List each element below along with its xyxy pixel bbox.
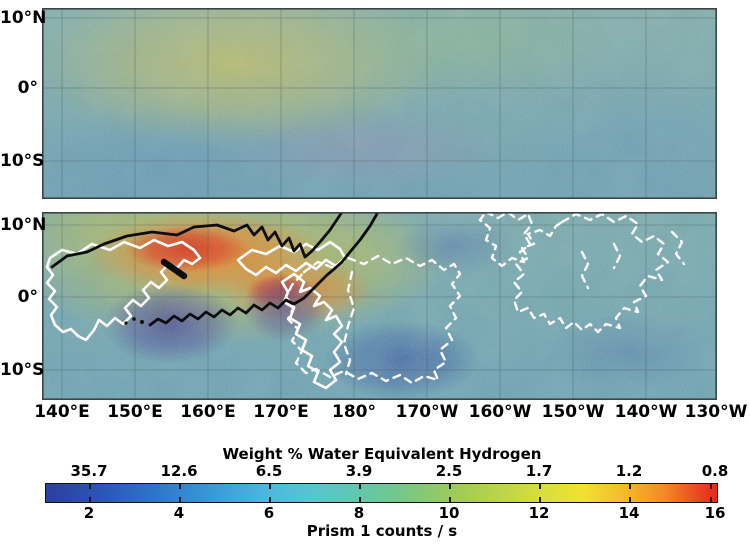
colorbar-title: Weight % Water Equivalent Hydrogen xyxy=(222,445,542,463)
lower-map-panel xyxy=(42,212,717,400)
lon-tick-label: 170°W xyxy=(395,402,459,422)
colorbar-tick xyxy=(449,497,451,502)
upper-map-canvas xyxy=(42,8,717,199)
lat-tick-label: 10°N xyxy=(0,8,47,28)
counts-tick-label: 4 xyxy=(173,504,185,522)
lon-tick-label: 170°E xyxy=(253,402,309,422)
counts-tick-label: 16 xyxy=(704,504,726,522)
weh-tick-label: 6.5 xyxy=(255,462,283,480)
grid-lines xyxy=(42,8,717,199)
colorbar-tick xyxy=(710,484,712,489)
colorbar-tick xyxy=(89,484,91,489)
lon-tick-label: 150°W xyxy=(541,402,605,422)
lower-map-canvas xyxy=(42,212,717,400)
weh-tick-label: 2.5 xyxy=(435,462,463,480)
white-dashed-contour xyxy=(284,212,686,385)
black-thick-dash xyxy=(160,258,188,280)
lon-tick-label: 160°E xyxy=(180,402,236,422)
colorbar-tick xyxy=(89,497,91,502)
weh-tick-label: 3.9 xyxy=(345,462,373,480)
counts-tick-label: 2 xyxy=(83,504,95,522)
lat-tick-label: 0° xyxy=(17,287,38,307)
terrain-texture xyxy=(42,8,717,199)
black-contour-dots xyxy=(124,317,144,325)
lon-tick-label: 140°E xyxy=(34,402,90,422)
colorbar-tick xyxy=(629,484,631,489)
colorbar-tick xyxy=(539,484,541,489)
counts-tick-label: 6 xyxy=(263,504,275,522)
weh-tick-label: 0.8 xyxy=(701,462,729,480)
lat-tick-label: 10°S xyxy=(0,151,45,171)
black-contour xyxy=(50,212,380,327)
lat-tick-label: 10°S xyxy=(0,360,45,380)
lon-tick-label: 130°W xyxy=(684,402,748,422)
colorbar-tick xyxy=(179,497,181,502)
lat-tick-label: 0° xyxy=(17,78,38,98)
panel-frame xyxy=(42,8,717,199)
colorbar-tick xyxy=(269,484,271,489)
counts-tick-label: 8 xyxy=(353,504,365,522)
colorbar-tick xyxy=(269,497,271,502)
panel-frame xyxy=(42,212,717,400)
colorbar-tick xyxy=(710,497,712,502)
colorbar-tick xyxy=(449,484,451,489)
lon-tick-label: 140°W xyxy=(614,402,678,422)
lat-tick-label: 10°N xyxy=(0,215,47,235)
colorbar-tick xyxy=(359,497,361,502)
terrain-texture xyxy=(42,212,717,400)
weh-tick-label: 12.6 xyxy=(160,462,198,480)
grid-lines xyxy=(42,212,717,400)
counts-tick-label: 12 xyxy=(528,504,550,522)
colorbar-tick xyxy=(359,484,361,489)
colorbar-axis-label: Prism 1 counts / s xyxy=(306,522,458,540)
colorbar-gradient xyxy=(45,483,718,503)
weh-tick-label: 1.7 xyxy=(525,462,553,480)
weh-tick-label: 1.2 xyxy=(615,462,643,480)
colorbar-tick xyxy=(629,497,631,502)
counts-tick-label: 10 xyxy=(438,504,460,522)
counts-tick-label: 14 xyxy=(618,504,640,522)
colorbar-tick xyxy=(539,497,541,502)
lon-tick-label: 150°E xyxy=(107,402,163,422)
lon-tick-label: 180° xyxy=(332,402,376,422)
colorbar-tick xyxy=(179,484,181,489)
upper-map-panel xyxy=(42,8,717,199)
lon-tick-label: 160°W xyxy=(468,402,532,422)
weh-tick-label: 35.7 xyxy=(70,462,108,480)
